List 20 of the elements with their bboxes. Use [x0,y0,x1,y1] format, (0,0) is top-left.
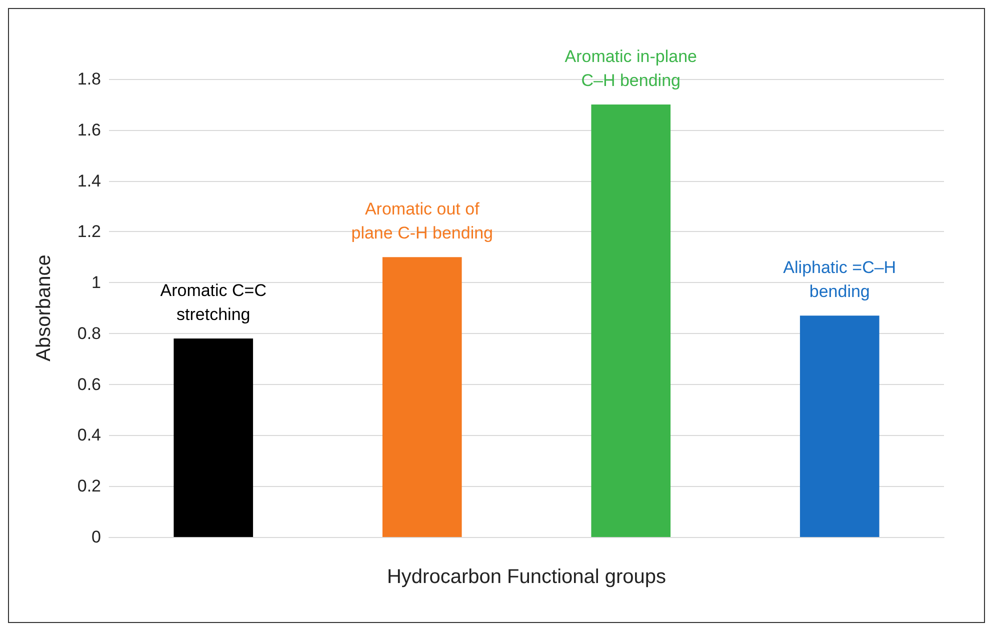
y-tick-label: 0.4 [77,426,101,445]
bar [800,316,880,537]
x-tick-label: Aromatic in-plane C–H bending [564,46,698,90]
x-axis-title: Hydrocarbon Functional groups [386,566,666,588]
y-tick-label: 1.6 [77,120,101,140]
bar [382,257,462,537]
x-tick-label: Aromatic out of plane C-H bending [351,200,494,243]
y-tick-label: 1.4 [77,171,101,190]
y-axis-title: Absorbance [33,254,55,362]
y-tick-label: 1.8 [77,70,101,88]
y-tick-label: 1.2 [77,222,101,242]
y-tick-label: 0.2 [77,476,101,496]
y-tick-label: 1 [92,273,101,292]
x-tick-label: Aliphatic =C–H bending [783,258,896,302]
x-tick-label: Aromatic C=C stretching [160,281,267,324]
bar [591,104,671,537]
bar [174,338,254,537]
y-tick-label: 0 [92,528,101,546]
y-tick-label: 0.6 [77,374,101,394]
y-tick-label: 0.8 [77,324,101,343]
